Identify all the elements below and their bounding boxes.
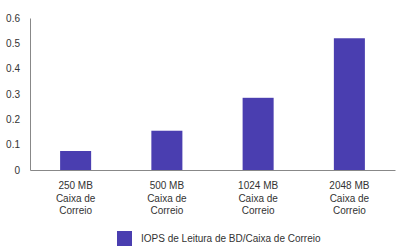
x-tick-label-line: Correio	[150, 205, 183, 216]
x-tick-label-line: Caixa de	[330, 193, 370, 204]
chart: 00.10.20.30.40.50.6250 MBCaixa deCorreio…	[0, 0, 399, 249]
x-tick-label-line: 1024 MB	[238, 180, 278, 191]
x-tick: 1024 MB Caixa deCorreio	[238, 170, 278, 216]
y-tick: 0.2	[6, 114, 30, 125]
y-tick: 0.3	[6, 89, 30, 100]
y-tick-label: 0.4	[6, 63, 20, 74]
x-tick-label-line: 500 MB	[150, 180, 185, 191]
bar	[60, 151, 91, 170]
y-axis: 0 0.1 0.2 0.3 0.4 0.5 0.6	[6, 13, 30, 176]
bar	[334, 38, 365, 170]
x-axis: 250 MBCaixa deCorreio500 MBCaixa deCorre…	[31, 170, 396, 216]
y-tick: 0.6	[6, 13, 30, 24]
x-tick-label: 250 MB Caixa deCorreio	[56, 180, 96, 216]
x-tick: 500 MB Caixa deCorreio	[147, 170, 187, 216]
x-tick-label-line: Caixa de	[56, 193, 96, 204]
bar	[243, 98, 274, 170]
y-tick-label: 0.3	[6, 89, 20, 100]
x-tick-label: 1024 MB Caixa deCorreio	[238, 180, 278, 216]
x-axis-line	[31, 170, 396, 171]
x-tick-label-line: Caixa de	[238, 193, 278, 204]
x-tick-label-line: Correio	[59, 205, 92, 216]
y-tick: 0	[14, 165, 30, 176]
x-tick: 2048 MB Caixa deCorreio	[329, 170, 369, 216]
x-tick-label-line: Correio	[333, 205, 366, 216]
x-tick-label-line: 250 MB	[58, 180, 93, 191]
legend-swatch	[117, 231, 132, 246]
bar	[151, 131, 182, 170]
bars	[60, 38, 365, 170]
y-tick-label: 0.5	[6, 38, 20, 49]
y-tick-label: 0	[14, 165, 20, 176]
y-tick: 0.4	[6, 63, 30, 74]
x-tick: 250 MB Caixa deCorreio	[56, 170, 96, 216]
y-tick-label: 0.6	[6, 13, 20, 24]
y-tick-label: 0.1	[6, 139, 20, 150]
legend-label: IOPS de Leitura de BD/Caixa de Correio	[141, 233, 321, 244]
y-axis-line	[30, 19, 31, 171]
y-tick-label: 0.2	[6, 114, 20, 125]
legend: IOPS de Leitura de BD/Caixa de Correio	[117, 231, 321, 246]
y-tick: 0.5	[6, 38, 30, 49]
x-tick-label-line: Correio	[242, 205, 275, 216]
plot: 00.10.20.30.40.50.6250 MBCaixa deCorreio…	[6, 13, 395, 216]
x-tick-label: 2048 MB Caixa deCorreio	[329, 180, 369, 216]
x-tick-label-line: Caixa de	[147, 193, 187, 204]
x-tick-label-line: 2048 MB	[329, 180, 369, 191]
y-tick: 0.1	[6, 139, 30, 150]
x-tick-label: 500 MB Caixa deCorreio	[147, 180, 187, 216]
